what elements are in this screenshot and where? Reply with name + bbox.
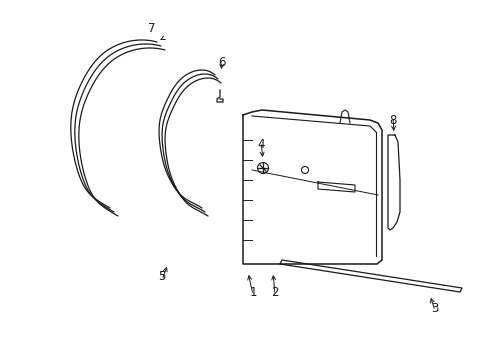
Text: 1: 1 [249,285,256,298]
Text: 5: 5 [158,270,165,284]
Text: 3: 3 [430,302,438,315]
Text: 7: 7 [148,22,156,35]
Text: 6: 6 [218,55,225,68]
Text: 8: 8 [388,113,396,126]
Text: 2: 2 [271,285,278,298]
Text: 4: 4 [257,139,264,152]
